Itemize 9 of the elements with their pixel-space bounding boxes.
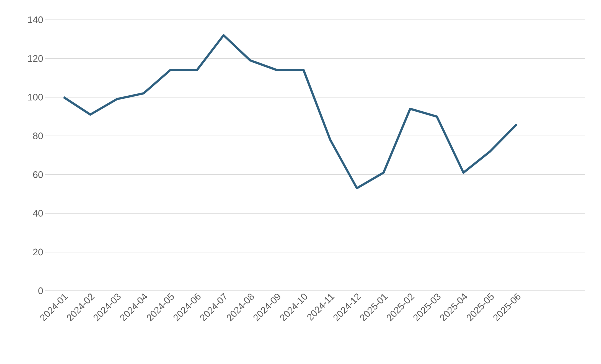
y-tick-label: 100 [28,94,44,101]
y-tick-label: 40 [33,210,44,217]
y-tick-label: 140 [28,16,44,24]
y-tick-label: 120 [28,55,44,62]
y-tick-label: 80 [33,132,44,140]
y-tick-label: 20 [33,248,44,256]
y-tick-label: 60 [33,172,44,178]
y-tick-label: 0 [38,288,44,294]
line-series [62,34,518,190]
